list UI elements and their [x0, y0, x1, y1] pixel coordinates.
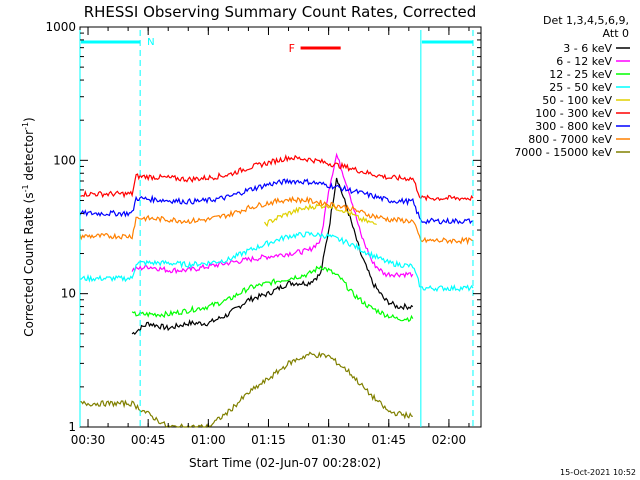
y-axis-label-sup2: -1 — [21, 122, 30, 130]
series-line-0 — [131, 177, 414, 336]
x-tick-label-5: 01:45 — [371, 433, 406, 447]
legend-label-3: 25 - 50 keV — [549, 81, 612, 94]
series-line-2 — [131, 265, 414, 323]
x-tick-label-6: 02:00 — [432, 433, 467, 447]
x-tick-label-3: 01:15 — [251, 433, 286, 447]
legend-label-6: 300 - 800 keV — [535, 120, 612, 133]
y-tick-label-2: 100 — [53, 153, 76, 167]
legend-label-4: 50 - 100 keV — [542, 94, 612, 107]
series-line-7 — [79, 195, 474, 246]
series-line-1 — [131, 152, 414, 279]
axis-layer: 00:30 00:45 01:00 01:15 01:30 01:45 02:00 1 10 10… — [45, 20, 481, 447]
y-axis-label-part3: ) — [22, 117, 36, 122]
night-marker-label: N — [147, 37, 154, 48]
legend-header-line1: Det 1,3,4,5,6,9, — [543, 14, 629, 27]
legend-label-0: 3 - 6 keV — [563, 42, 612, 55]
series-line-6 — [79, 178, 474, 225]
plot-frame — [79, 26, 482, 428]
legend-label-7: 800 - 7000 keV — [528, 133, 612, 146]
y-tick-label-1: 10 — [61, 287, 76, 301]
timestamp: 15-Oct-2021 10:52 — [560, 468, 636, 477]
x-tick-label-2: 01:00 — [191, 433, 226, 447]
x-axis-label: Start Time (02-Jun-07 00:28:02) — [189, 456, 381, 470]
legend-label-2: 12 - 25 keV — [549, 68, 612, 81]
x-tick-label-4: 01:30 — [311, 433, 346, 447]
x-tick-label-0: 00:30 — [71, 433, 106, 447]
y-axis-label: Corrected Count Rate (s-1 detector-1) — [21, 117, 36, 336]
series-line-8 — [80, 351, 413, 428]
legend-label-5: 100 - 300 keV — [535, 107, 612, 120]
series-layer — [79, 152, 474, 428]
legend-header-line2: Att 0 — [603, 27, 629, 40]
y-axis-label-part1: Corrected Count Rate (s — [22, 192, 36, 336]
x-tick-label-1: 00:45 — [131, 433, 166, 447]
y-axis-label-part2: detector — [22, 130, 36, 185]
legend-label-8: 7000 - 15000 keV — [514, 146, 612, 159]
y-tick-label-3: 1000 — [45, 20, 76, 34]
legend-label-1: 6 - 12 keV — [556, 55, 612, 68]
series-line-3 — [79, 231, 474, 293]
y-axis-label-sup1: -1 — [21, 184, 30, 192]
chart-title: RHESSI Observing Summary Count Rates, Co… — [84, 3, 477, 21]
series-line-5 — [79, 154, 474, 202]
series-line-4 — [263, 202, 377, 227]
flare-marker-label: F — [289, 42, 295, 55]
y-tick-label-0: 1 — [68, 420, 76, 434]
